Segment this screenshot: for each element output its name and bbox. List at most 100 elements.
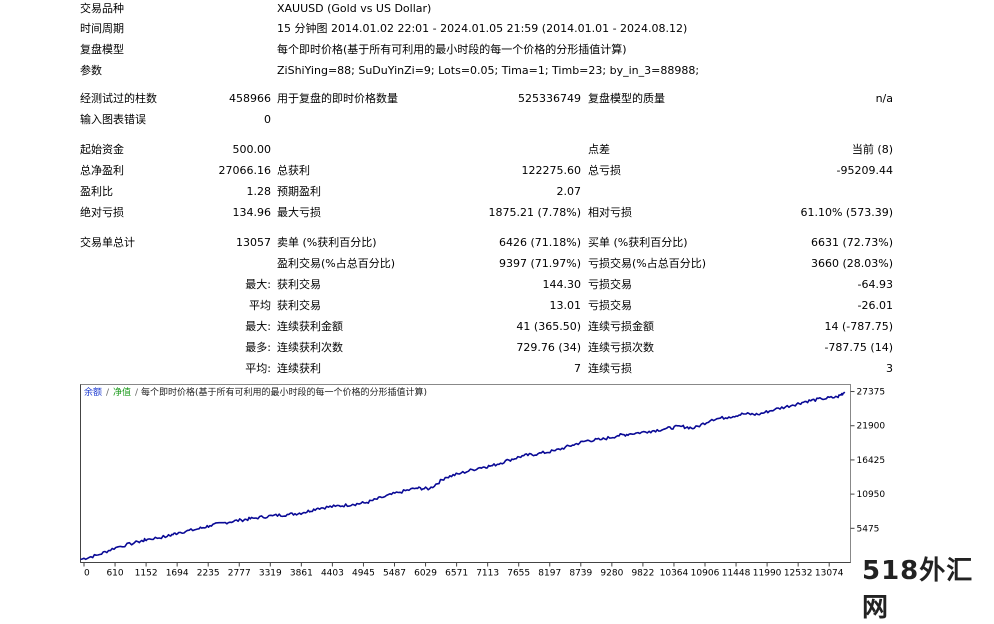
x-tick-label: 11448 — [722, 569, 751, 579]
rel-drawdown-label: 相对亏损 — [588, 206, 632, 219]
x-tick-label: 6029 — [414, 569, 437, 579]
x-tick-label: 7113 — [476, 569, 499, 579]
symbol-label: 交易品种 — [80, 2, 124, 15]
gross-profit-value: 122275.60 — [521, 164, 582, 177]
gross-loss-label: 总亏损 — [588, 164, 621, 177]
watermark-logo: 518外汇网 — [862, 556, 974, 623]
y-tick-label: 16425 — [857, 456, 886, 466]
ticks-value: 525336749 — [518, 92, 581, 105]
long-positions-label: 买单 (%获利百分比) — [588, 236, 688, 249]
x-tick-label: 2777 — [228, 569, 251, 579]
profit-factor-label: 盈利比 — [80, 185, 113, 198]
x-tick-label: 12532 — [784, 569, 813, 579]
loss-trades-value: 3660 (28.03%) — [810, 257, 893, 270]
average-label: 平均 — [249, 299, 271, 312]
profit-trades-value: 9397 (71.97%) — [498, 257, 581, 270]
avg-loss-value: -26.01 — [857, 299, 893, 312]
avg-consec-losses-label: 连续亏损 — [588, 362, 632, 375]
y-tick-label: 27375 — [857, 388, 886, 398]
abs-drawdown-value: 134.96 — [232, 206, 272, 219]
x-tick-label: 13074 — [815, 569, 844, 579]
largest-loss-value: -64.93 — [857, 278, 893, 291]
x-tick-label: 9822 — [631, 569, 654, 579]
symbol-value: XAUUSD (Gold vs US Dollar) — [277, 2, 432, 15]
total-trades-label: 交易单总计 — [80, 236, 135, 249]
bars-label: 经测试过的柱数 — [80, 92, 157, 105]
y-tick-label: 10950 — [857, 490, 886, 500]
params-label: 参数 — [80, 64, 102, 77]
x-tick-label: 1152 — [135, 569, 158, 579]
expected-payoff-label: 预期盈利 — [277, 185, 321, 198]
most-label: 最多: — [245, 341, 271, 354]
average2-label: 平均: — [245, 362, 271, 375]
short-positions-label: 卖单 (%获利百分比) — [277, 236, 377, 249]
avg-loss-label: 亏损交易 — [588, 299, 632, 312]
bars-value: 458966 — [229, 92, 271, 105]
max-consec-loss-label: 连续亏损次数 — [588, 341, 654, 354]
model-value: 每个即时价格(基于所有可利用的最小时段的每一个价格的分形插值计算) — [277, 43, 627, 56]
balance-series-line — [80, 391, 846, 561]
max-drawdown-value: 1875.21 (7.78%) — [488, 206, 581, 219]
largest-label: 最大: — [245, 278, 271, 291]
abs-drawdown-label: 绝对亏损 — [80, 206, 124, 219]
avg-consec-losses-value: 3 — [886, 362, 893, 375]
x-tick-label: 9280 — [600, 569, 623, 579]
max-drawdown-label: 最大亏损 — [277, 206, 321, 219]
model-label: 复盘模型 — [80, 43, 124, 56]
max-consec-wins-label: 连续获利金额 — [277, 320, 343, 333]
short-positions-value: 6426 (71.18%) — [498, 236, 581, 249]
x-tick-label: 610 — [106, 569, 123, 579]
profit-factor-value: 1.28 — [246, 185, 272, 198]
x-tick-label: 3319 — [259, 569, 282, 579]
x-tick-label: 4403 — [321, 569, 344, 579]
spread-value: 当前 (8) — [851, 143, 893, 156]
total-trades-value: 13057 — [236, 236, 271, 249]
max-consec-profit-value: 729.76 (34) — [516, 341, 581, 354]
legend-sep-2: / — [135, 388, 139, 398]
balance-chart: 余额 / 净值 / 每个即时价格(基于所有可利用的最小时段的每一个价格的分形插值… — [80, 381, 994, 588]
avg-profit-value: 13.01 — [549, 299, 582, 312]
period-label: 时间周期 — [80, 22, 124, 35]
legend-equity: 净值 — [113, 386, 131, 398]
legend-model: 每个即时价格(基于所有可利用的最小时段的每一个价格的分形插值计算) — [141, 386, 427, 398]
y-tick-label: 5475 — [857, 524, 880, 534]
avg-consec-wins-label: 连续获利 — [277, 362, 321, 375]
x-tick-label: 7655 — [507, 569, 530, 579]
spread-label: 点差 — [588, 143, 610, 156]
x-tick-label: 6571 — [445, 569, 468, 579]
y-axis-ticks: 27375 21900 16425 10950 5475 — [850, 388, 886, 534]
net-profit-value: 27066.16 — [218, 164, 272, 177]
x-tick-label: 8197 — [538, 569, 561, 579]
x-tick-label: 4945 — [352, 569, 375, 579]
maximum-label: 最大: — [245, 320, 271, 333]
x-tick-label: 1694 — [166, 569, 189, 579]
net-profit-label: 总净盈利 — [80, 164, 124, 177]
x-tick-label: 2235 — [197, 569, 220, 579]
gross-loss-value: -95209.44 — [836, 164, 893, 177]
errors-value: 0 — [264, 113, 271, 126]
x-tick-label: 5487 — [383, 569, 406, 579]
period-value: 15 分钟图 2014.01.02 22:01 - 2024.01.05 21:… — [277, 22, 688, 35]
rel-drawdown-value: 61.10% (573.39) — [800, 206, 893, 219]
max-consec-losses-value: 14 (-787.75) — [824, 320, 893, 333]
deposit-value: 500.00 — [232, 143, 272, 156]
errors-label: 输入图表错误 — [80, 113, 146, 126]
max-consec-wins-value: 41 (365.50) — [516, 320, 581, 333]
max-consec-loss-value: -787.75 (14) — [824, 341, 893, 354]
loss-trades-label: 亏损交易(%占总百分比) — [588, 257, 707, 270]
long-positions-value: 6631 (72.73%) — [810, 236, 893, 249]
x-tick-label: 0 — [84, 569, 90, 579]
x-tick-label: 11990 — [753, 569, 782, 579]
x-tick-label: 10906 — [691, 569, 720, 579]
x-tick-label: 10364 — [660, 569, 689, 579]
max-consec-profit-label: 连续获利次数 — [277, 341, 343, 354]
x-axis-ticks: 0 610 1152 1694 2235 2777 3319 3861 4403 4945 5487… — [83, 562, 844, 579]
chart-legend: 余额 / 净值 / 每个即时价格(基于所有可利用的最小时段的每一个价格的分形插值… — [84, 386, 427, 398]
deposit-label: 起始资金 — [80, 143, 124, 156]
quality-value: n/a — [875, 92, 893, 105]
profit-trades-label: 盈利交易(%占总百分比) — [277, 257, 396, 270]
largest-profit-label: 获利交易 — [277, 278, 321, 291]
avg-consec-wins-value: 7 — [574, 362, 581, 375]
avg-profit-label: 获利交易 — [277, 299, 321, 312]
max-consec-losses-label: 连续亏损金额 — [588, 320, 654, 333]
